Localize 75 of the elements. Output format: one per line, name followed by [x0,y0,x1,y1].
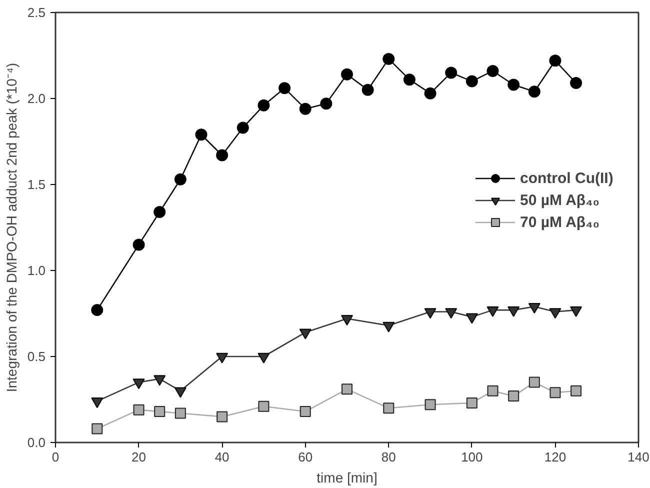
legend-label: 70 µM Aβ₄₀ [520,214,600,230]
point [174,408,186,419]
point [528,86,540,98]
point [486,306,499,317]
x-tick-label: 20 [132,450,146,464]
y-tick-label: 0.0 [27,435,46,450]
x-tick-label: 80 [381,450,396,464]
point [320,98,332,110]
y-tick-label: 1.5 [27,177,46,192]
point [570,77,582,90]
legend-label: control Cu(II) [520,170,614,186]
point [341,68,353,80]
point [258,400,270,412]
point [570,306,582,317]
point [258,352,270,364]
x-tick-label: 0 [52,450,60,464]
point [445,308,458,319]
y-axis-title: Integration of the DMPO-OH adduct 2nd peak (*10⁻⁴) [3,62,20,392]
point [403,74,416,86]
point [466,397,478,408]
point [382,52,395,65]
point [549,308,562,319]
point [341,314,353,326]
x-tick-label: 100 [461,450,483,464]
point [91,398,104,408]
point [342,384,352,395]
x-tick-label: 140 [628,450,650,464]
point [174,387,186,398]
y-tick-label: 1.0 [27,263,46,278]
point [154,206,166,218]
point [133,404,144,416]
point [466,75,478,88]
x-tick-label: 60 [298,450,313,464]
point [216,149,228,162]
point [424,399,436,410]
point [92,423,103,434]
point [258,99,270,112]
point [528,376,540,388]
y-tick-label: 2.0 [27,91,46,106]
point [445,66,458,79]
point [528,302,540,314]
point [382,322,395,332]
point [299,102,312,115]
point [508,78,520,91]
point [300,406,311,418]
legend-label: 50 µM Aβ₄₀ [520,192,600,208]
point [216,411,228,422]
point [216,352,228,364]
point [278,82,291,94]
point [236,122,249,134]
point [508,390,520,402]
point [132,238,145,251]
point [91,304,104,316]
point [424,308,436,319]
point [570,385,582,396]
point [487,385,498,396]
point [362,84,374,96]
x-axis-title: time [min] [316,470,378,486]
point [383,402,394,414]
point [132,378,145,390]
point [195,128,208,141]
x-tick-label: 40 [214,450,230,464]
point [508,306,520,317]
point [154,406,166,418]
point [424,87,436,100]
y-tick-label: 2.5 [27,5,46,20]
point [154,375,166,386]
y-tick-label: 0.5 [27,349,46,364]
point [174,173,186,186]
x-tick-label: 120 [544,450,566,464]
point [299,328,312,340]
point [550,387,561,398]
point [549,54,562,67]
point [486,64,499,77]
point [466,313,478,324]
